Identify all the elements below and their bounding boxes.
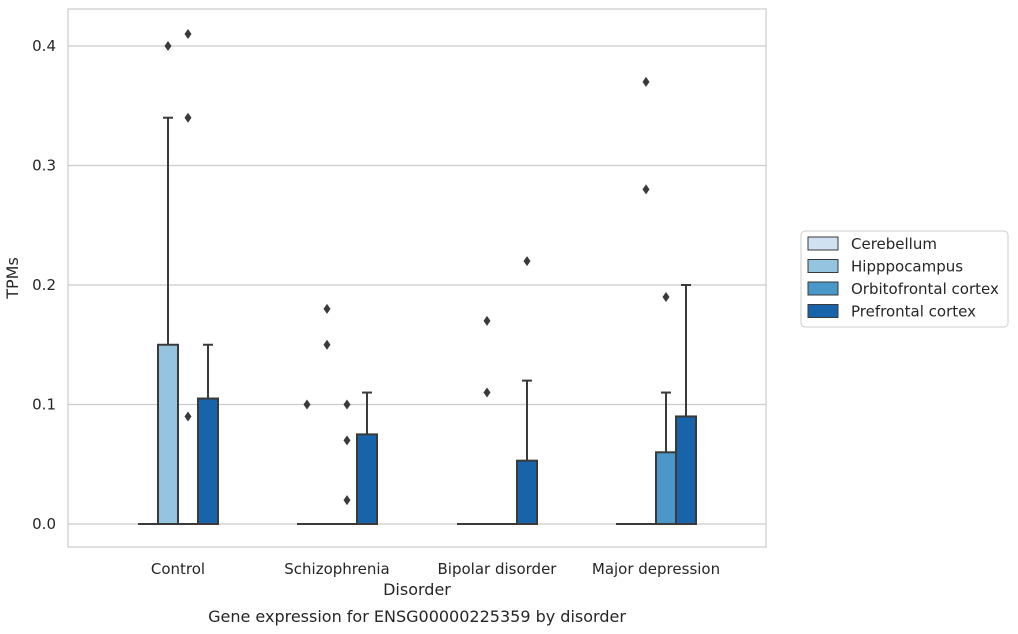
outlier-point: [343, 435, 351, 446]
y-tick-labels: 0.0 0.1 0.2 0.3 0.4: [32, 37, 56, 533]
box: [197, 397, 219, 525]
legend-swatch: [807, 259, 839, 273]
box: [356, 433, 378, 525]
outlier-point: [184, 29, 192, 40]
box: [516, 459, 538, 526]
outlier-point: [642, 184, 650, 195]
y-tick-label: 0.1: [32, 396, 56, 414]
y-tick-label: 0.0: [32, 515, 56, 533]
plot-frame: [67, 8, 767, 548]
y-tick-label: 0.3: [32, 157, 56, 175]
x-tick-label: Control: [151, 560, 205, 578]
outlier-point: [184, 112, 192, 123]
x-axis-label: Disorder: [383, 580, 451, 599]
box: [655, 451, 677, 525]
outlier-point: [523, 256, 531, 267]
box: [675, 415, 697, 526]
legend-label: Orbitofrontal cortex: [851, 280, 999, 298]
legend-swatch: [807, 281, 839, 296]
x-tick-label: Schizophrenia: [284, 560, 389, 578]
y-tick-label: 0.2: [32, 276, 56, 294]
outlier-point: [662, 291, 670, 302]
series-cerebellum: [138, 399, 636, 525]
outlier-point: [323, 339, 331, 350]
x-tick-labels: Control Schizophrenia Bipolar disorder Majo…: [151, 560, 720, 578]
outlier-point: [642, 76, 650, 87]
y-tick-label: 0.4: [32, 37, 56, 55]
outlier-point: [343, 495, 351, 506]
y-axis-label: TPMs: [3, 257, 22, 300]
series-orbitofrontal-cortex: [178, 29, 677, 525]
outlier-point: [164, 41, 172, 51]
chart-caption: Gene expression for ENSG00000225359 by d…: [208, 607, 626, 626]
legend-swatch: [807, 304, 839, 318]
series-prefrontal-cortex: [197, 256, 697, 526]
outlier-point: [184, 411, 192, 422]
legend-items: Cerebellum Hipppocampus Orbitofrontal cort…: [807, 235, 999, 321]
legend-label: Cerebellum: [851, 235, 937, 253]
legend-frame: [800, 230, 1009, 328]
outlier-point: [343, 399, 351, 410]
outlier-point: [483, 315, 491, 326]
box-series: [138, 29, 697, 526]
x-tick-label: Major depression: [592, 560, 720, 578]
legend-swatch: [807, 236, 839, 251]
outlier-point: [323, 303, 331, 314]
x-tick-label: Bipolar disorder: [438, 560, 558, 578]
outlier-point: [303, 399, 311, 410]
legend-label: Prefrontal cortex: [851, 303, 976, 321]
box: [157, 343, 179, 525]
legend-label: Hipppocampus: [851, 258, 963, 276]
outlier-point: [483, 387, 491, 398]
legend: Cerebellum Hipppocampus Orbitofrontal cort…: [800, 230, 1009, 328]
series-hipppocampus: [157, 41, 656, 525]
